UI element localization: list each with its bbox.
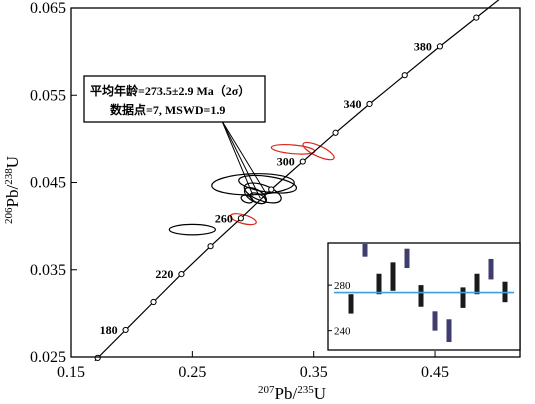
concordia-age-marker bbox=[178, 271, 185, 278]
age-label: 220 bbox=[155, 267, 173, 281]
inset-error-bar bbox=[418, 285, 424, 307]
concordia-age-marker bbox=[237, 215, 244, 222]
concordia-curve bbox=[94, 0, 500, 362]
axis-ticks: 0.15 0.25 0.35 0.45 0.025 0.035 0.045 0.055 0.06… bbox=[30, 0, 449, 381]
y-axis-label: 206Pb/238U bbox=[3, 156, 22, 224]
age-label: 380 bbox=[414, 39, 432, 53]
age-label: 300 bbox=[277, 155, 295, 169]
error-ellipse bbox=[168, 223, 217, 236]
concordia-age-marker bbox=[332, 129, 339, 136]
y-tick-label: 0.035 bbox=[30, 262, 66, 279]
weighted-mean-inset: 240 280 bbox=[327, 242, 521, 351]
error-ellipse bbox=[249, 192, 267, 205]
concordia-age-marker bbox=[268, 186, 275, 193]
inset-error-bar bbox=[376, 273, 382, 295]
error-ellipse bbox=[238, 174, 298, 194]
y-tick-label: 0.055 bbox=[30, 87, 66, 104]
annotation-frame bbox=[83, 75, 266, 123]
x-tick-label: 0.25 bbox=[178, 364, 206, 381]
y-tick-label: 0.065 bbox=[30, 0, 66, 17]
annotation-box: 平均年龄=273.5±2.9 Ma（2σ） 数据点=7, MSWD=1.9 bbox=[83, 75, 266, 123]
annotation-line-2: 数据点=7, MSWD=1.9 bbox=[110, 102, 225, 117]
concordia-age-marker bbox=[436, 43, 444, 50]
inset-error-bar bbox=[348, 294, 354, 314]
annotation-pointer bbox=[221, 120, 261, 199]
x-axis-label: 207Pb/235U bbox=[258, 384, 326, 403]
inset-error-bar bbox=[404, 248, 410, 269]
x-tick-label: 0.15 bbox=[57, 364, 85, 381]
x-tick-label: 0.45 bbox=[421, 364, 449, 381]
concordia-age-marker bbox=[94, 354, 101, 361]
inset-tick-label: 240 bbox=[334, 326, 351, 338]
inset-error-bar bbox=[488, 258, 494, 280]
inset-error-bar bbox=[362, 244, 368, 257]
concordia-age-marker bbox=[366, 100, 373, 108]
error-ellipse bbox=[211, 173, 295, 196]
concordia-age-marker bbox=[122, 326, 129, 334]
concordia-age-marker bbox=[207, 243, 214, 250]
error-ellipse bbox=[240, 194, 254, 204]
inset-error-bar bbox=[432, 311, 438, 331]
inset-error-bar bbox=[446, 319, 452, 343]
annotation-pointer bbox=[221, 120, 254, 196]
inset-error-bar bbox=[474, 273, 480, 295]
inset-error-bar bbox=[460, 287, 466, 308]
inset-error-bar bbox=[390, 262, 396, 291]
inset-bars bbox=[334, 244, 514, 343]
inset-ticks: 240 280 bbox=[328, 280, 351, 338]
concordia-age-marker bbox=[299, 158, 306, 165]
inset-tick-label: 280 bbox=[334, 280, 351, 292]
y-tick-label: 0.045 bbox=[30, 175, 66, 192]
age-label: 260 bbox=[215, 211, 233, 225]
age-label: 180 bbox=[100, 323, 118, 337]
annotation-pointers bbox=[221, 120, 267, 199]
annotation-pointer bbox=[221, 120, 267, 195]
concordia-age-marker bbox=[150, 298, 157, 306]
concordia-age-marker bbox=[473, 14, 480, 21]
concordia-age-marker bbox=[401, 72, 408, 79]
inset-frame bbox=[327, 242, 521, 351]
annotation-line-1: 平均年龄=273.5±2.9 Ma（2σ） bbox=[90, 83, 250, 98]
age-label: 340 bbox=[344, 97, 362, 111]
age-labels: 180 220 260 300 340 380 bbox=[100, 39, 432, 337]
x-tick-label: 0.35 bbox=[300, 364, 328, 381]
error-ellipse bbox=[302, 141, 335, 161]
y-tick-label: 0.025 bbox=[30, 349, 66, 366]
